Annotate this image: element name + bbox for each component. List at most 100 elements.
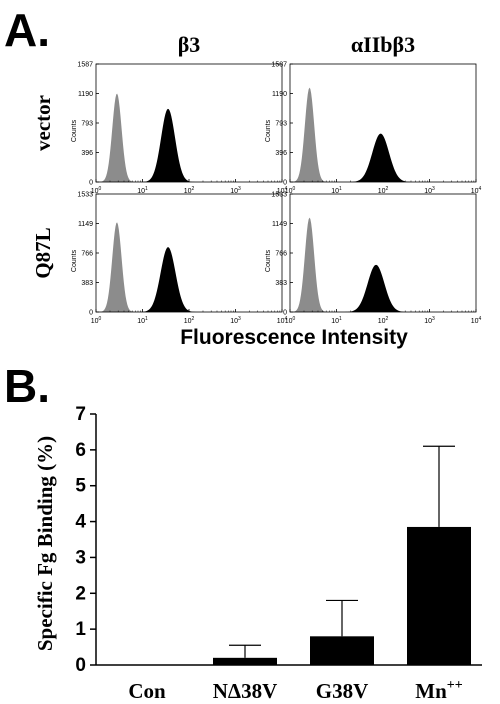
y-axis-label: Specific Fg Binding (%) [33, 436, 57, 651]
x-tick-base: 10 [184, 318, 192, 325]
panel-a-label: A. [4, 4, 50, 56]
y-tick-label: 0 [75, 655, 86, 676]
y-tick-label: 0 [283, 180, 287, 187]
x-tick-base: 10 [184, 188, 192, 195]
histogram-series-0 [96, 222, 282, 312]
y-tick-label: 7 [75, 404, 86, 425]
x-tick-exponent: 3 [238, 186, 241, 192]
x-tick-exponent: 1 [145, 186, 148, 192]
x-tick-label: 101 [137, 316, 148, 325]
x-tick-exponent: 4 [479, 316, 482, 322]
y-tick-label: 793 [81, 121, 93, 128]
category-name: Con [128, 679, 166, 703]
y-tick-label: 0 [89, 310, 93, 317]
row-title: Q87L [31, 227, 55, 278]
x-tick-label: 104 [277, 316, 288, 325]
y-tick-label: 396 [81, 150, 93, 157]
x-tick-exponent: 1 [145, 316, 148, 322]
y-tick-label: 396 [275, 150, 287, 157]
x-tick-label: 104 [471, 316, 482, 325]
x-tick-base: 10 [471, 188, 479, 195]
x-tick-label: 101 [137, 186, 148, 195]
column-title: β3 [178, 32, 201, 57]
x-tick-label: 102 [378, 316, 389, 325]
x-tick-exponent: 2 [192, 316, 195, 322]
x-tick-base: 10 [331, 188, 339, 195]
x-tick-exponent: 4 [285, 186, 288, 192]
y-axis-label: Counts [71, 119, 78, 142]
y-tick-label: 0 [283, 310, 287, 317]
x-tick-exponent: 3 [238, 316, 241, 322]
x-tick-base: 10 [91, 318, 99, 325]
x-tick-exponent: 2 [386, 316, 389, 322]
x-tick-exponent: 1 [339, 186, 342, 192]
histogram-series-0 [290, 87, 476, 182]
x-tick-label: 101 [331, 186, 342, 195]
x-tick-base: 10 [137, 318, 145, 325]
x-tick-label: 103 [230, 186, 241, 195]
histogram-series-0 [290, 217, 476, 312]
category-name: NΔ38V [213, 679, 278, 703]
x-tick-exponent: 4 [285, 316, 288, 322]
category-label: Con [128, 679, 166, 703]
y-tick-label: 766 [275, 251, 287, 258]
category-name: G38V [316, 679, 369, 703]
x-tick-exponent: 4 [479, 186, 482, 192]
y-tick-label: 793 [275, 121, 287, 128]
x-tick-base: 10 [378, 318, 386, 325]
x-tick-base: 10 [424, 318, 432, 325]
x-tick-label: 100 [285, 316, 296, 325]
y-tick-label: 1190 [272, 91, 287, 98]
y-tick-label: 1149 [272, 221, 287, 228]
x-tick-exponent: 1 [339, 316, 342, 322]
y-tick-label: 0 [89, 180, 93, 187]
y-tick-label: 2 [75, 583, 86, 604]
x-tick-base: 10 [91, 188, 99, 195]
x-tick-label: 104 [277, 186, 288, 195]
x-tick-base: 10 [424, 188, 432, 195]
category-label: Mn++ [415, 678, 462, 703]
y-tick-label: 5 [75, 476, 86, 497]
category-superscript: ++ [447, 678, 463, 693]
y-tick-label: 4 [75, 512, 86, 533]
x-tick-label: 103 [230, 316, 241, 325]
category-name: Mn [415, 679, 447, 703]
histogram-series-1 [290, 133, 476, 182]
x-tick-label: 101 [331, 316, 342, 325]
y-tick-label: 383 [275, 280, 287, 287]
x-tick-label: 103 [424, 316, 435, 325]
y-tick-label: 1533 [77, 192, 93, 199]
x-tick-label: 102 [184, 316, 195, 325]
category-label: NΔ38V [213, 679, 278, 703]
y-axis-label: Counts [71, 249, 78, 272]
x-tick-label: 103 [424, 186, 435, 195]
x-tick-base: 10 [471, 318, 479, 325]
bar-1 [213, 657, 277, 665]
x-tick-label: 100 [91, 186, 102, 195]
y-tick-label: 1587 [271, 62, 287, 69]
y-tick-label: 1587 [77, 62, 93, 69]
x-tick-base: 10 [285, 188, 293, 195]
x-tick-label: 100 [285, 186, 296, 195]
y-tick-label: 1 [75, 619, 86, 640]
x-tick-exponent: 0 [99, 316, 102, 322]
row-title: vector [31, 95, 55, 151]
column-title: αIIbβ3 [351, 32, 415, 57]
x-tick-label: 102 [184, 186, 195, 195]
x-tick-base: 10 [230, 188, 238, 195]
y-tick-label: 1190 [78, 91, 93, 98]
x-tick-base: 10 [277, 318, 285, 325]
y-axis-label: Counts [265, 119, 272, 142]
bar-2 [310, 636, 374, 665]
x-tick-label: 100 [91, 316, 102, 325]
bar-3 [407, 526, 471, 665]
y-tick-label: 6 [75, 440, 86, 461]
x-tick-base: 10 [331, 318, 339, 325]
histogram-series-0 [96, 93, 282, 182]
x-tick-exponent: 2 [386, 186, 389, 192]
x-tick-base: 10 [137, 188, 145, 195]
